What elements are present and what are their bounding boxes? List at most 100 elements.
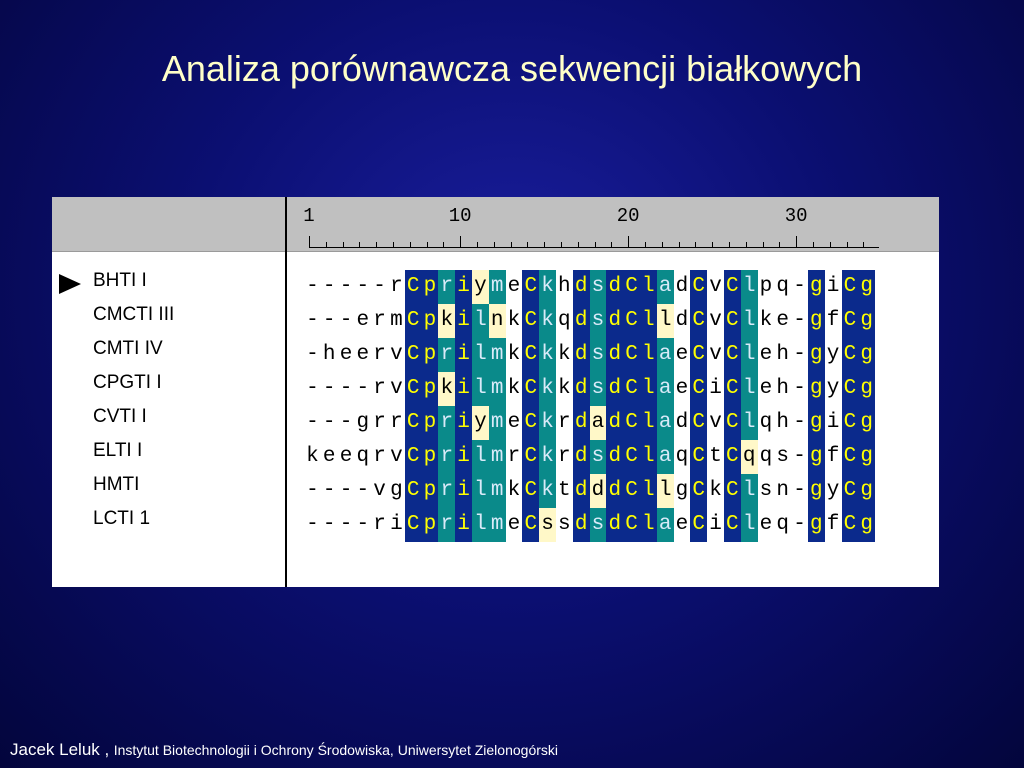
residue-cell: d <box>572 304 590 338</box>
sequence-name[interactable]: CVTI I <box>93 406 147 427</box>
ruler-tick <box>863 242 865 248</box>
residue-cell: C <box>404 508 422 542</box>
ruler-tick <box>829 242 831 248</box>
ruler-label: 1 <box>303 205 315 227</box>
residue-cell: k <box>539 338 556 372</box>
sequence-name[interactable]: CMCTI III <box>93 304 175 325</box>
residue-cell: i <box>455 372 472 406</box>
residue-cell: g <box>858 372 876 406</box>
residue-cell: e <box>356 343 370 366</box>
residue-cell: r <box>373 513 386 536</box>
residue-cell: i <box>709 513 722 536</box>
residue-cell: n <box>776 479 790 502</box>
residue-cell: l <box>740 304 758 338</box>
residue-cell: d <box>572 338 590 372</box>
residue-cell: k <box>759 309 773 332</box>
residue-cell: g <box>356 411 370 434</box>
residue-cell: - <box>306 309 319 332</box>
sequence-name[interactable]: ELTI I <box>93 440 143 461</box>
residue-cell: k <box>306 445 319 468</box>
residue-cell: v <box>709 275 722 298</box>
residue-cell: p <box>421 270 439 304</box>
residue-cell: - <box>356 513 370 536</box>
ruler-tick <box>376 242 378 248</box>
ruler-tick <box>695 242 697 248</box>
residue-cell: y <box>471 270 489 304</box>
residue-cell: i <box>826 275 840 298</box>
residue-cell: - <box>356 275 370 298</box>
residue-cell: - <box>793 479 806 502</box>
residue-cell: C <box>404 474 422 508</box>
residue-cell: d <box>606 406 624 440</box>
residue-cell: m <box>488 338 506 372</box>
sequence-name[interactable]: BHTI I <box>93 270 147 291</box>
residue-cell: k <box>438 304 456 338</box>
residue-cell: g <box>807 304 825 338</box>
residue-cell: r <box>507 445 521 468</box>
residue-cell: g <box>807 372 825 406</box>
residue-cell: - <box>322 377 336 400</box>
ruler-tick <box>762 242 764 248</box>
residue-cell: C <box>723 270 741 304</box>
residue-cell: l <box>656 304 674 338</box>
residue-cell: s <box>776 445 790 468</box>
residue-cell: C <box>404 406 422 440</box>
residue-cell: q <box>776 275 790 298</box>
sequence-name[interactable]: HMTI <box>93 474 140 495</box>
residue-cell: i <box>455 508 472 542</box>
residue-cell: - <box>306 343 319 366</box>
residue-cell: l <box>740 474 758 508</box>
residue-cell: a <box>589 406 607 440</box>
residue-cell: v <box>390 445 403 468</box>
ruler-tick <box>611 242 613 248</box>
residue-cell: C <box>404 440 422 474</box>
residue-cell: r <box>438 270 456 304</box>
residue-cell: k <box>539 474 556 508</box>
residue-cell: v <box>709 343 722 366</box>
residue-cell: g <box>807 440 825 474</box>
residue-cell: e <box>759 513 773 536</box>
residue-cell: q <box>740 440 758 474</box>
residue-cell: p <box>421 338 439 372</box>
residue-cell: r <box>558 411 571 434</box>
sequence-name[interactable]: LCTI 1 <box>93 508 151 529</box>
residue-cell: e <box>759 343 773 366</box>
residue-cell: i <box>455 440 472 474</box>
residue-cell: l <box>471 474 489 508</box>
residue-cell: v <box>373 479 386 502</box>
residue-cell: l <box>471 338 489 372</box>
residue-cell: q <box>675 445 689 468</box>
residue-cell: p <box>759 275 773 298</box>
sequence-name[interactable]: CPGTI I <box>93 372 162 393</box>
residue-cell: C <box>522 440 540 474</box>
residue-cell: C <box>723 474 741 508</box>
residue-cell: m <box>488 474 506 508</box>
residue-cell: - <box>339 309 353 332</box>
residue-cell: s <box>558 513 571 536</box>
residue-cell: - <box>322 309 336 332</box>
residue-cell: g <box>858 440 876 474</box>
residue-cell: h <box>776 411 790 434</box>
residue-cell: r <box>373 411 386 434</box>
residue-cell: s <box>539 508 556 542</box>
residue-cell: i <box>390 513 403 536</box>
residue-cell: C <box>690 508 708 542</box>
residue-cell: g <box>807 508 825 542</box>
residue-cell: k <box>438 372 456 406</box>
residue-cell: k <box>507 343 521 366</box>
residue-cell: s <box>589 304 607 338</box>
sequence-name[interactable]: CMTI IV <box>93 338 163 359</box>
residue-cell: l <box>740 372 758 406</box>
residue-cell: n <box>488 304 506 338</box>
residue-cell: e <box>356 309 370 332</box>
residue-cell: v <box>709 411 722 434</box>
